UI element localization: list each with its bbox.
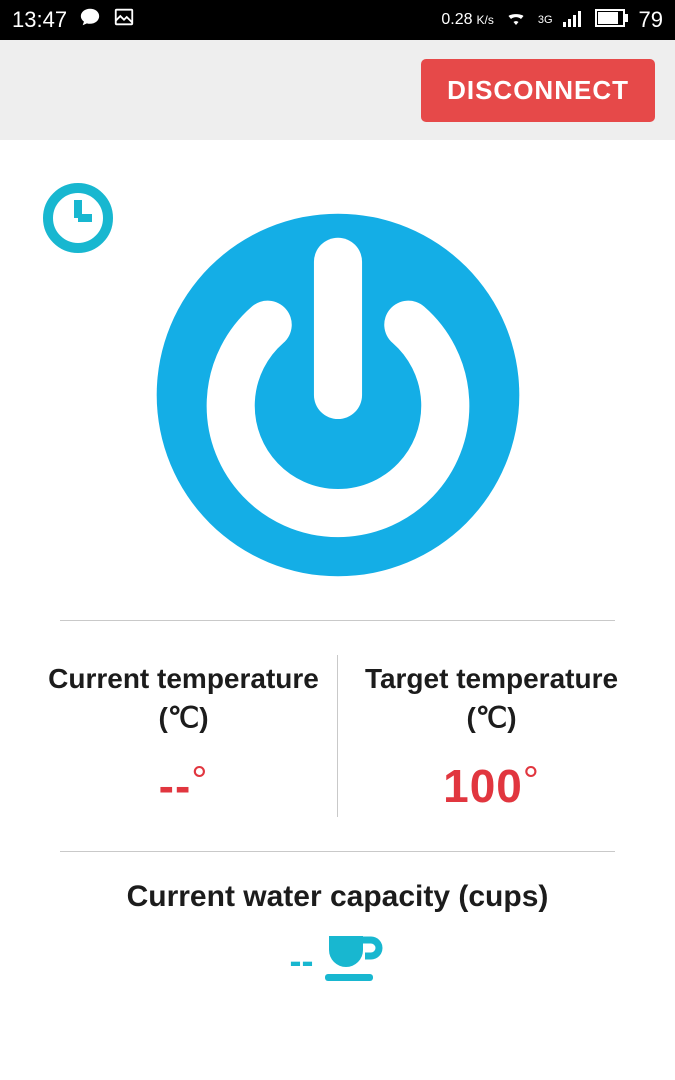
status-time: 13:47: [12, 7, 67, 33]
cup-icon: [323, 932, 385, 989]
power-button[interactable]: [30, 210, 645, 580]
disconnect-button[interactable]: DISCONNECT: [421, 59, 655, 122]
temperature-section: Current temperature (℃) --° Target tempe…: [30, 651, 645, 821]
capacity-section: Current water capacity (cups) --: [30, 880, 645, 989]
divider: [60, 620, 615, 621]
signal-icon: [563, 7, 585, 33]
status-network-type: 3G: [538, 15, 553, 25]
target-temperature-label: Target temperature (℃): [350, 659, 633, 737]
battery-icon: [595, 7, 629, 33]
current-temperature-block: Current temperature (℃) --°: [30, 651, 337, 821]
capacity-value: --: [290, 940, 314, 982]
chat-icon: [79, 6, 101, 34]
target-temperature-block[interactable]: Target temperature (℃) 100°: [338, 651, 645, 821]
wifi-icon: [504, 7, 528, 33]
status-data-rate: 0.28: [441, 11, 472, 29]
schedule-button[interactable]: [40, 180, 116, 261]
main-content: Current temperature (℃) --° Target tempe…: [0, 140, 675, 989]
image-icon: [113, 6, 135, 34]
divider: [60, 851, 615, 852]
app-header: DISCONNECT: [0, 40, 675, 140]
android-status-bar: 13:47 0.28 K/s 3G 79: [0, 0, 675, 40]
current-temperature-value: --°: [42, 759, 325, 813]
status-data-unit: K/s: [476, 13, 493, 27]
status-battery-pct: 79: [639, 7, 663, 33]
target-temperature-value: 100°: [350, 759, 633, 813]
capacity-label: Current water capacity (cups): [30, 880, 645, 914]
current-temperature-label: Current temperature (℃): [42, 659, 325, 737]
